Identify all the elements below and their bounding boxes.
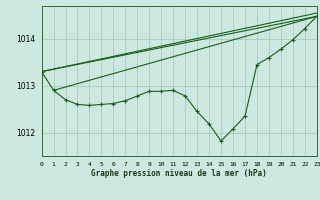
X-axis label: Graphe pression niveau de la mer (hPa): Graphe pression niveau de la mer (hPa)	[91, 169, 267, 178]
